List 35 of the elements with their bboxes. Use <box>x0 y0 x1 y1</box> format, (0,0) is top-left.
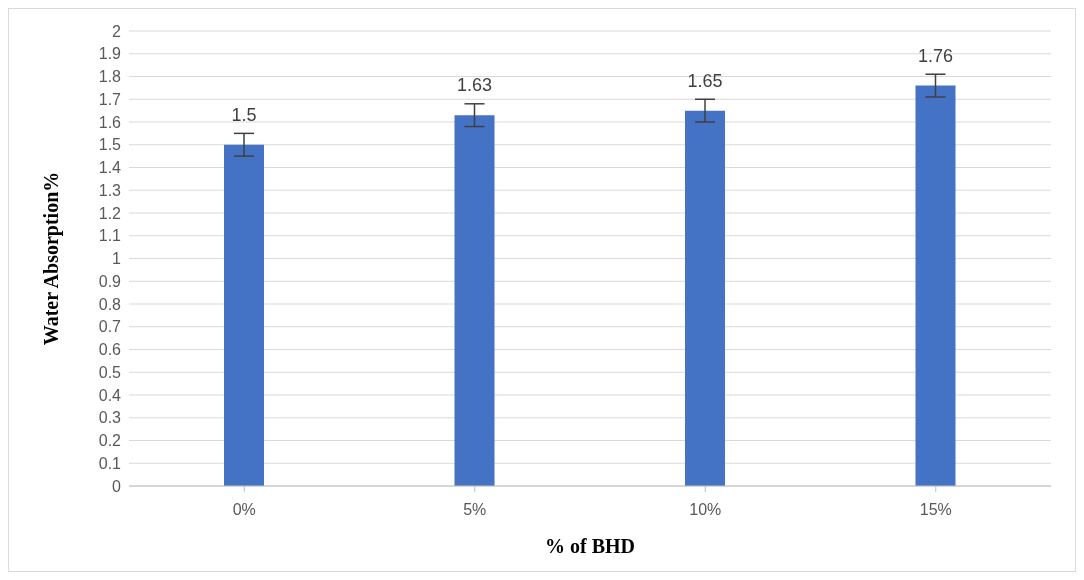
y-tick-label: 2 <box>112 22 122 40</box>
y-tick-label: 0 <box>112 477 122 495</box>
x-tick-label: 0% <box>232 501 256 519</box>
y-axis-title: Water Absorption% <box>40 171 64 346</box>
y-tick-label: 0.2 <box>98 432 122 450</box>
y-tick-label: 0.6 <box>98 341 122 359</box>
y-tick-label: 1 <box>112 250 122 268</box>
y-tick-label: 1.1 <box>98 227 122 245</box>
x-tick-label: 15% <box>919 501 952 519</box>
data-label: 1.63 <box>456 75 493 96</box>
y-tick-label: 1.4 <box>98 159 122 177</box>
y-tick-label: 1.9 <box>98 45 122 63</box>
data-label: 1.76 <box>917 45 954 66</box>
x-tick-label: 5% <box>463 501 487 519</box>
x-axis-title: % of BHD <box>545 535 635 557</box>
data-label: 1.65 <box>687 70 723 91</box>
y-tick-label: 1.6 <box>98 113 122 131</box>
y-tick-label: 0.8 <box>98 295 122 313</box>
y-tick-label: 1.2 <box>98 204 122 222</box>
bar <box>454 115 495 486</box>
y-tick-label: 0.7 <box>98 318 122 336</box>
y-tick-label: 0.1 <box>98 454 122 472</box>
y-tick-label: 1.7 <box>98 90 122 108</box>
data-label: 1.5 <box>231 104 257 125</box>
x-tick-label: 10% <box>689 501 722 519</box>
y-tick-label: 0.3 <box>98 409 122 427</box>
y-tick-label: 0.9 <box>98 272 122 290</box>
bar <box>685 110 725 486</box>
y-tick-label: 0.4 <box>98 386 122 404</box>
y-tick-label: 1.8 <box>98 68 122 86</box>
bar <box>224 144 264 486</box>
bar <box>915 85 956 486</box>
y-tick-label: 1.5 <box>98 136 122 154</box>
y-tick-label: 0.5 <box>98 363 122 381</box>
y-tick-label: 1.3 <box>98 181 122 199</box>
